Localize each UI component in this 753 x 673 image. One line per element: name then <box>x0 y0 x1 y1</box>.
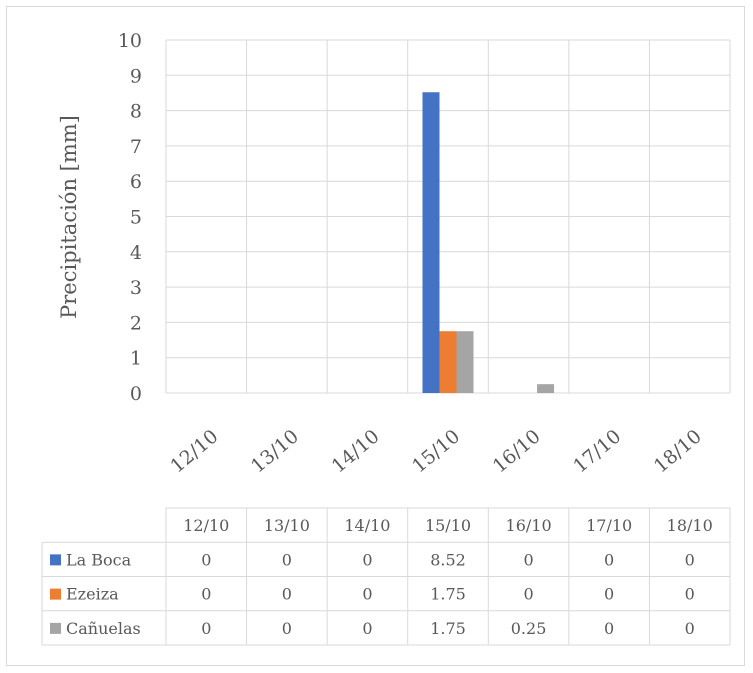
table-header-cell: 15/10 <box>425 516 471 535</box>
table-header-cell: 16/10 <box>506 516 552 535</box>
y-tick-label: 3 <box>130 277 142 299</box>
y-tick-label: 2 <box>130 312 142 334</box>
table-value-cell: 1.75 <box>430 619 466 638</box>
table-value-cell: 1.75 <box>430 585 466 604</box>
bar-cañuelas-3 <box>456 331 474 393</box>
y-axis-label: Precipitación [mm] <box>57 115 81 319</box>
table-value-cell: 0 <box>201 550 211 569</box>
x-tick-label: 16/10 <box>489 425 545 477</box>
data-table: 12/10 13/10 14/10 15/10 16/10 17/10 18/10 La Bo… <box>41 507 731 646</box>
table-header-cell: 18/10 <box>667 516 713 535</box>
y-tick-label: 8 <box>130 101 142 123</box>
legend-key <box>50 554 61 566</box>
x-axis: 12/10 13/10 14/10 15/10 16/10 17/10 18/10 <box>166 425 706 477</box>
table-value-cell: 0 <box>282 585 292 604</box>
x-tick-label: 18/10 <box>650 425 706 477</box>
table-value-cell: 0 <box>604 550 614 569</box>
y-axis: 0 1 2 3 4 5 6 7 8 9 10 <box>118 30 142 405</box>
x-tick-label: 12/10 <box>166 425 222 477</box>
bars <box>422 92 555 393</box>
table-header-cell: 12/10 <box>183 516 229 535</box>
table-value-cell: 0 <box>604 619 614 638</box>
table-value-cell: 0 <box>604 585 614 604</box>
bar-la-boca-3 <box>422 92 440 393</box>
table-value-cell: 0 <box>362 550 372 569</box>
y-tick-label: 6 <box>130 171 142 193</box>
table-value-cell: 0.25 <box>511 619 547 638</box>
x-tick-label: 13/10 <box>247 425 303 477</box>
y-tick-label: 5 <box>130 207 142 229</box>
legend-label: Ezeiza <box>66 585 119 604</box>
y-tick-label: 4 <box>130 242 142 264</box>
y-tick-label: 7 <box>130 136 142 158</box>
table-value-cell: 0 <box>523 550 533 569</box>
y-tick-label: 0 <box>130 383 142 405</box>
table-header-cell: 13/10 <box>264 516 310 535</box>
chart-frame <box>6 6 745 666</box>
table-header-cell: 14/10 <box>344 516 390 535</box>
table-value-cell: 0 <box>523 585 533 604</box>
legend-label: La Boca <box>66 550 132 569</box>
table-value-cell: 0 <box>685 585 695 604</box>
x-tick-label: 15/10 <box>408 425 464 477</box>
grid <box>165 39 731 394</box>
table-value-cell: 0 <box>362 619 372 638</box>
table-value-cell: 0 <box>362 585 372 604</box>
table-value-cell: 8.52 <box>430 550 466 569</box>
x-tick-label: 14/10 <box>328 425 384 477</box>
x-tick-label: 17/10 <box>569 425 625 477</box>
bar-ezeiza-3 <box>439 331 457 393</box>
y-tick-label: 10 <box>118 30 142 52</box>
table-header-cell: 17/10 <box>586 516 632 535</box>
y-tick-label: 9 <box>130 65 142 87</box>
table-value-cell: 0 <box>201 619 211 638</box>
table-value-cell: 0 <box>201 585 211 604</box>
table-value-cell: 0 <box>685 550 695 569</box>
legend-key <box>50 622 61 634</box>
table-value-cell: 0 <box>685 619 695 638</box>
legend-label: Cañuelas <box>66 619 141 638</box>
table-value-cell: 0 <box>282 619 292 638</box>
bar-cañuelas-4 <box>537 384 555 393</box>
legend-key <box>50 588 61 600</box>
y-tick-label: 1 <box>130 348 142 370</box>
table-value-cell: 0 <box>282 550 292 569</box>
